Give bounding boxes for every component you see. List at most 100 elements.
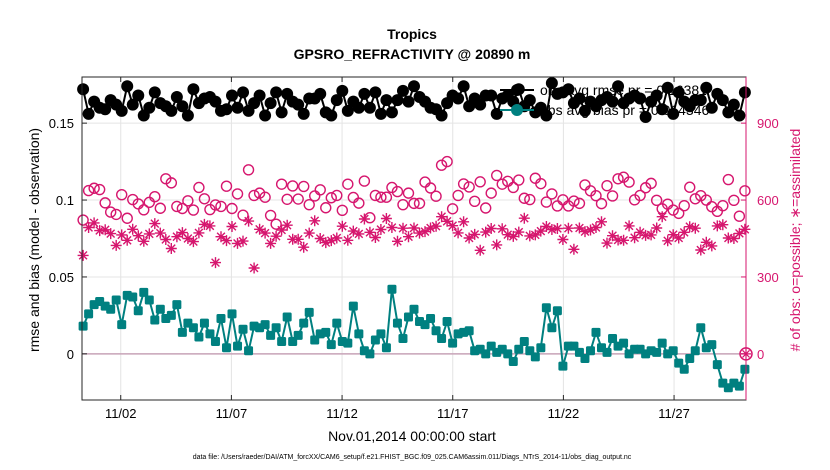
data-point (303, 198, 315, 211)
data-point (480, 226, 492, 238)
x-tick-label: 11/07 (216, 406, 248, 421)
data-point (127, 223, 139, 235)
data-point (634, 189, 646, 202)
data-point (210, 257, 221, 269)
data-point (221, 343, 231, 353)
data-point (452, 227, 464, 239)
data-point (392, 235, 403, 247)
data-point (463, 181, 475, 193)
data-point (116, 188, 128, 201)
data-point (612, 80, 625, 93)
data-file-footnote: data file: /Users/raeder/DAI/ATM_forcXX/… (193, 454, 632, 461)
data-point (738, 86, 751, 99)
y-axis-label-left: rmse and bias (model - observation) (26, 128, 42, 352)
data-point (491, 239, 503, 251)
data-point (573, 222, 585, 234)
data-point (342, 234, 354, 246)
data-point (739, 185, 751, 197)
data-point (181, 109, 194, 122)
data-point (705, 101, 718, 114)
data-point (325, 235, 337, 247)
data-point (82, 184, 95, 197)
data-point (568, 195, 580, 207)
data-point (77, 249, 89, 261)
data-point (369, 189, 382, 202)
data-point (629, 232, 641, 244)
data-point (182, 233, 194, 244)
data-point (237, 209, 249, 221)
series-2 (77, 155, 751, 230)
data-point (700, 81, 713, 94)
data-point (358, 213, 370, 225)
data-point (402, 95, 415, 108)
data-point (220, 103, 233, 116)
data-point (448, 338, 458, 348)
data-point (502, 229, 514, 241)
data-point (717, 219, 729, 231)
data-point (188, 323, 198, 333)
data-point (685, 353, 695, 363)
data-point (83, 222, 95, 233)
data-point (716, 94, 729, 107)
data-point (326, 340, 336, 350)
data-point (172, 300, 182, 310)
data-point (320, 237, 332, 249)
data-point (446, 203, 459, 215)
data-point (193, 181, 205, 194)
data-point (342, 178, 354, 190)
data-point (474, 98, 487, 111)
data-point (573, 92, 586, 105)
data-point (408, 197, 420, 210)
data-point (248, 189, 260, 202)
data-point (652, 347, 662, 357)
x-tick-label: 11/22 (548, 406, 580, 421)
data-point (606, 95, 619, 108)
data-point (330, 94, 343, 107)
data-point (264, 209, 277, 222)
data-point (165, 104, 178, 117)
data-point (154, 227, 166, 239)
data-point (403, 312, 413, 322)
data-point (585, 346, 595, 356)
x-axis-label: Nov.01,2014 00:00:00 start (328, 428, 496, 444)
data-point (220, 180, 233, 192)
data-point (226, 202, 238, 215)
data-point (160, 234, 172, 245)
data-point (369, 86, 382, 99)
data-point (182, 195, 194, 207)
data-point (667, 204, 679, 216)
data-point (352, 101, 365, 114)
data-point (469, 228, 481, 240)
data-point (727, 98, 740, 111)
data-point (143, 101, 156, 114)
data-point (325, 192, 337, 204)
data-point (557, 234, 569, 245)
data-point (457, 80, 470, 93)
data-point (524, 230, 536, 242)
legend-entry-label: obs avg bias pr = 0.014346 (540, 102, 710, 118)
y-right-tick-label: 900 (757, 116, 779, 131)
data-point (402, 187, 415, 199)
data-point (314, 184, 326, 196)
data-point (474, 244, 486, 256)
data-point (386, 222, 398, 233)
y-right-tick-label: 0 (757, 347, 764, 362)
data-point (198, 218, 210, 230)
data-point (271, 323, 281, 333)
data-point (474, 176, 486, 188)
data-point (121, 212, 133, 224)
data-point (578, 104, 591, 117)
data-point (661, 81, 674, 94)
data-point (88, 182, 100, 194)
data-point (623, 220, 635, 232)
data-point (171, 231, 183, 243)
data-point (126, 98, 139, 111)
data-point (77, 214, 89, 226)
y-right-tick-label: 300 (757, 270, 779, 285)
data-point (591, 327, 601, 337)
data-point (535, 225, 547, 237)
data-point (392, 318, 402, 328)
data-point (376, 329, 386, 339)
data-point (298, 241, 310, 253)
data-point (150, 315, 160, 325)
